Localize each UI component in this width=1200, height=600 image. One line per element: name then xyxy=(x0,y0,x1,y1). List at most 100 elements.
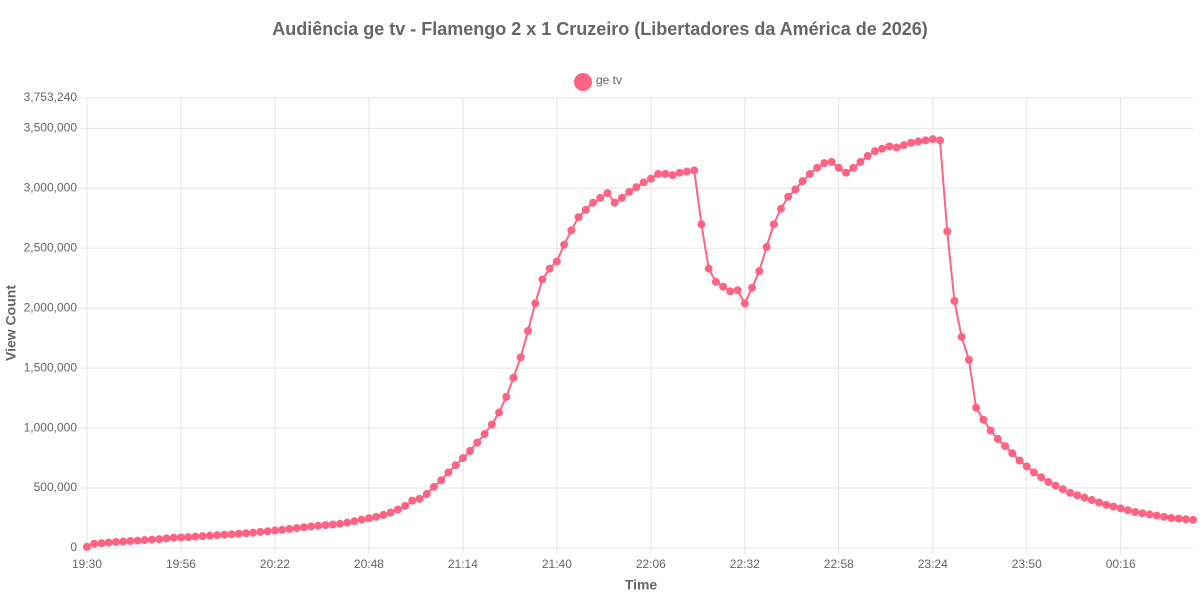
data-point xyxy=(574,213,583,222)
data-point xyxy=(617,193,626,202)
data-point xyxy=(632,183,641,192)
data-point xyxy=(321,521,330,530)
data-point xyxy=(1029,468,1038,477)
data-point xyxy=(943,227,952,236)
data-point xyxy=(191,532,200,541)
data-point xyxy=(234,529,243,538)
data-point xyxy=(516,353,525,362)
data-point xyxy=(162,534,171,543)
data-point xyxy=(140,536,149,545)
data-point xyxy=(762,243,771,252)
x-tick-label: 23:50 xyxy=(1012,557,1042,571)
data-point xyxy=(422,490,431,499)
data-point xyxy=(1008,449,1017,458)
data-point xyxy=(104,538,113,547)
data-point xyxy=(393,505,402,514)
x-tick-label: 21:14 xyxy=(448,557,478,571)
data-point xyxy=(307,522,316,531)
legend-swatch xyxy=(574,73,592,91)
data-point xyxy=(726,287,735,296)
data-point xyxy=(473,438,482,447)
data-point xyxy=(1080,493,1089,502)
data-point xyxy=(350,517,359,526)
data-point xyxy=(523,326,532,335)
data-point xyxy=(531,299,540,308)
data-point xyxy=(205,531,214,540)
data-point xyxy=(704,264,713,273)
data-point xyxy=(372,512,381,521)
data-point xyxy=(805,169,814,178)
data-point xyxy=(596,193,605,202)
y-tick-label: 3,500,000 xyxy=(24,121,78,135)
legend-label: ge tv xyxy=(596,73,622,87)
data-point xyxy=(827,157,836,166)
data-point xyxy=(509,373,518,382)
y-tick-label: 1,000,000 xyxy=(24,420,78,434)
x-tick-label: 22:58 xyxy=(824,557,854,571)
data-point xyxy=(1152,511,1161,520)
data-point xyxy=(639,178,648,187)
data-point xyxy=(950,297,959,306)
data-point xyxy=(1145,510,1154,519)
data-point xyxy=(813,163,822,172)
data-point xyxy=(1095,498,1104,507)
data-point xyxy=(1087,496,1096,505)
data-point xyxy=(892,143,901,152)
data-point xyxy=(740,299,749,308)
data-point xyxy=(834,163,843,172)
data-point xyxy=(1116,504,1125,513)
data-point xyxy=(878,144,887,153)
data-point xyxy=(935,136,944,145)
data-point xyxy=(270,526,279,535)
data-point xyxy=(849,163,858,172)
data-point xyxy=(964,355,973,364)
chart-title: Audiência ge tv - Flamengo 2 x 1 Cruzeir… xyxy=(272,19,928,39)
data-point xyxy=(567,226,576,235)
data-point xyxy=(928,135,937,144)
data-point xyxy=(560,240,569,249)
data-point xyxy=(220,530,229,539)
data-point xyxy=(682,167,691,176)
x-axis-title: Time xyxy=(625,577,658,593)
x-tick-label: 19:56 xyxy=(166,557,196,571)
data-point xyxy=(1073,491,1082,500)
x-tick-label: 22:32 xyxy=(730,557,760,571)
data-point xyxy=(299,523,308,532)
data-point xyxy=(451,461,460,470)
data-point xyxy=(769,220,778,229)
data-point xyxy=(1109,502,1118,511)
data-point xyxy=(538,275,547,284)
data-point xyxy=(1181,515,1190,524)
data-point xyxy=(733,286,742,295)
data-point xyxy=(589,198,598,207)
data-point xyxy=(711,277,720,286)
data-point xyxy=(198,532,207,541)
data-point xyxy=(661,169,670,178)
data-point xyxy=(480,430,489,439)
data-point xyxy=(603,189,612,198)
data-point xyxy=(249,528,258,537)
data-point xyxy=(1131,508,1140,517)
data-point xyxy=(1001,442,1010,451)
x-tick-label: 20:22 xyxy=(260,557,290,571)
x-tick-label: 19:30 xyxy=(72,557,102,571)
y-tick-label: 2,500,000 xyxy=(24,240,78,254)
data-point xyxy=(748,283,757,292)
data-point xyxy=(820,159,829,168)
data-point xyxy=(495,408,504,417)
y-tick-label: 3,000,000 xyxy=(24,180,78,194)
data-point xyxy=(863,151,872,160)
y-tick-label: 0 xyxy=(70,540,77,554)
x-tick-label: 20:48 xyxy=(354,557,384,571)
data-point xyxy=(379,510,388,519)
data-point xyxy=(1123,506,1132,515)
data-point xyxy=(429,482,438,491)
data-point xyxy=(1022,462,1031,471)
data-point xyxy=(357,515,366,524)
x-tick-label: 23:24 xyxy=(918,557,948,571)
data-point xyxy=(921,136,930,145)
data-point xyxy=(126,537,135,546)
data-point xyxy=(487,420,496,429)
y-tick-label: 3,753,240 xyxy=(24,90,78,104)
data-point xyxy=(364,514,373,523)
